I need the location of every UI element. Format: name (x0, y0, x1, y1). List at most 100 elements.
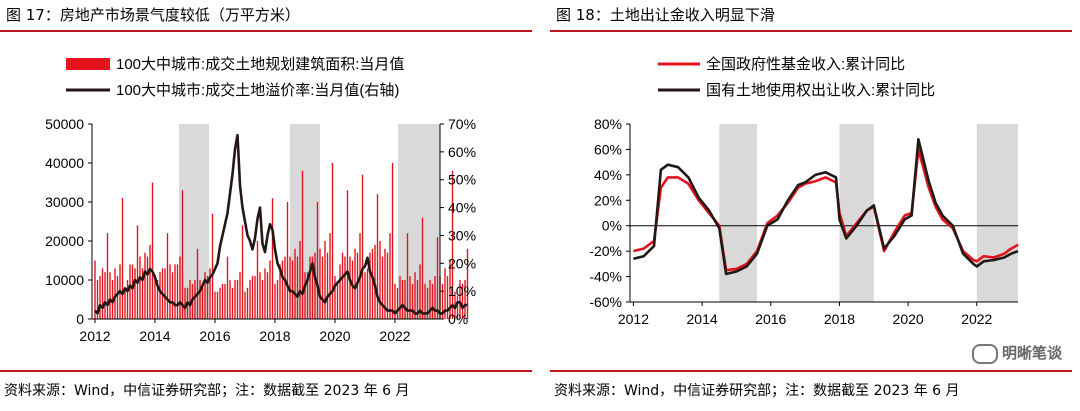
bar-14 (129, 264, 131, 319)
bar-147 (461, 283, 464, 319)
bar-128 (414, 272, 416, 319)
right-chart-title: 图 18：土地出让金收入明显下滑 (556, 6, 775, 24)
bar-62 (249, 280, 251, 319)
y-right-tick-label-2: 20% (448, 255, 476, 271)
bar-1 (96, 280, 99, 319)
left-chart-svg: 0 10000 20000 30000 40000 50000 0% 10% 20% 30% 40%… (45, 55, 476, 344)
bar-81 (296, 256, 299, 319)
bar-46 (209, 268, 211, 319)
bar-63 (251, 276, 254, 319)
y-right-tick-label-3: 30% (448, 227, 476, 243)
right-title-rule (550, 30, 1072, 32)
bar-111 (371, 248, 374, 319)
y-tick-label-0: -60% (589, 294, 622, 310)
bar-60 (244, 291, 246, 319)
x-tick-label-0: 2012 (618, 311, 649, 327)
legend-label-1: 100大中城市:成交土地溢价率:当月值(右轴) (116, 81, 399, 99)
bar-41 (196, 248, 199, 319)
y-right-tick-label-5: 50% (448, 172, 476, 188)
bar-96 (334, 276, 336, 319)
bar-142 (449, 260, 451, 319)
bar-141 (446, 276, 449, 319)
bar-77 (286, 202, 289, 319)
bar-130 (419, 264, 421, 319)
bar-140 (444, 268, 446, 319)
x-tick-label-4: 2020 (319, 328, 350, 344)
wechat-icon (971, 343, 998, 364)
legend-label-1: 国有土地使用权出让收入:累计同比 (706, 82, 935, 99)
bar-122 (399, 276, 401, 319)
legend-swatch-0 (66, 58, 110, 70)
bar-26 (159, 272, 161, 319)
bar-9 (116, 276, 119, 319)
bar-34 (179, 256, 181, 319)
bar-38 (189, 280, 191, 319)
left-chart-title: 图 17：房地产市场景气度较低（万平方米） (6, 6, 300, 24)
y-tick-label-5: 40% (594, 167, 622, 183)
bar-43 (201, 283, 204, 319)
y-left-tick-label-3: 30000 (45, 194, 84, 210)
bar-29 (166, 233, 169, 319)
bar-15 (131, 264, 134, 319)
y-tick-label-2: -20% (589, 243, 622, 259)
shaded-period-2 (398, 124, 440, 319)
x-tick-label-5: 2022 (961, 311, 992, 327)
line-series-premium (94, 133, 468, 315)
bar-120 (394, 283, 396, 319)
bar-102 (349, 256, 351, 319)
bar-127 (411, 283, 414, 319)
bar-50 (219, 287, 221, 319)
bar-12 (124, 287, 126, 319)
bar-3 (101, 268, 104, 319)
y-tick-label-4: 20% (594, 192, 622, 208)
bar-8 (114, 268, 116, 319)
right-chart-source: 资料来源：Wind，中信证券研究部；注：数据截至 2023 年 6 月 (554, 383, 960, 399)
line-series-1 (633, 138, 1019, 276)
x-tick-label-3: 2018 (824, 311, 855, 327)
bar-17 (136, 225, 139, 319)
bar-134 (429, 280, 431, 319)
bar-94 (329, 233, 331, 319)
bar-97 (336, 283, 339, 319)
bar-23 (151, 182, 154, 319)
bar-89 (316, 202, 319, 319)
bar-99 (341, 252, 344, 319)
bar-66 (259, 272, 261, 319)
bar-121 (396, 287, 399, 319)
bar-53 (226, 256, 229, 319)
x-tick-label-0: 2012 (79, 328, 110, 344)
x-tick-label-3: 2018 (259, 328, 290, 344)
bar-126 (409, 276, 411, 319)
bar-58 (239, 272, 241, 319)
bar-13 (126, 280, 129, 319)
bar-45 (206, 276, 209, 319)
bar-55 (231, 287, 234, 319)
y-right-tick-label-1: 10% (448, 283, 476, 299)
bar-125 (406, 233, 409, 319)
bar-30 (169, 264, 171, 319)
bar-36 (184, 287, 186, 319)
x-tick-label-2: 2016 (755, 311, 786, 327)
bar-54 (229, 280, 231, 319)
bar-73 (276, 280, 279, 319)
shaded-period-1 (839, 124, 874, 302)
bar-78 (289, 256, 291, 319)
bar-86 (309, 256, 311, 319)
bar-48 (214, 291, 216, 319)
bar-117 (386, 252, 389, 319)
y-left-tick-label-4: 40000 (45, 155, 84, 171)
bar-40 (194, 280, 196, 319)
bar-51 (221, 283, 224, 319)
bar-71 (271, 198, 274, 319)
bar-69 (266, 272, 269, 319)
bar-20 (144, 252, 146, 319)
bar-64 (254, 276, 256, 319)
bar-42 (199, 280, 201, 319)
watermark: 明晰笔谈 (971, 342, 1062, 364)
left-chart-source: 资料来源：Wind，中信证券研究部；注：数据截至 2023 年 6 月 (4, 383, 410, 399)
bar-119 (391, 163, 394, 319)
bar-18 (139, 256, 141, 319)
legend-label-0: 全国政府性基金收入:累计同比 (706, 55, 905, 73)
bar-35 (181, 190, 184, 319)
y-tick-label-1: -40% (589, 269, 622, 285)
